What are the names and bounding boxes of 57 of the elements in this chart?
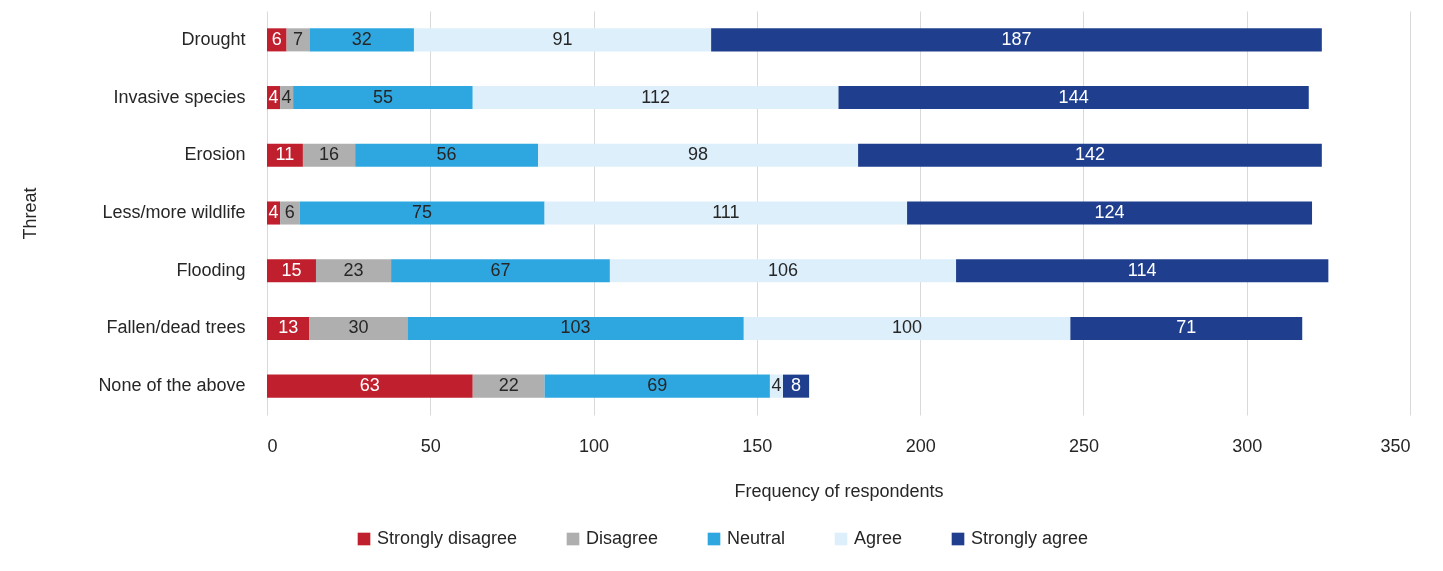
data-label: 7 [293,28,304,49]
data-label: 32 [351,28,372,49]
data-label: 100 [892,317,923,338]
legend-label: Disagree [586,528,659,548]
data-label: 22 [498,375,519,396]
data-label: 4 [268,202,279,222]
y-tick-label: Fallen/dead trees [106,317,246,338]
data-label: 4 [771,375,782,396]
data-label: 13 [278,317,299,338]
x-tick-label: 300 [1232,435,1263,456]
legend-label: Neutral [727,528,786,548]
x-tick-label: 0 [267,435,278,456]
data-label: 71 [1176,317,1197,338]
data-label: 91 [552,28,573,49]
y-tick-label: Less/more wildlife [102,202,246,222]
data-label: 30 [348,317,369,338]
data-label: 4 [281,86,292,107]
x-tick-label: 200 [905,435,936,456]
data-label: 69 [647,375,668,396]
data-label: 112 [641,86,670,107]
data-label: 98 [688,144,709,165]
y-tick-label: Erosion [184,144,246,165]
legend-label: Strongly disagree [377,528,518,548]
data-label: 114 [1127,259,1157,280]
data-label: 23 [343,259,364,280]
data-label: 187 [1001,28,1032,49]
y-tick-label: Drought [181,28,246,49]
data-label: 75 [412,202,433,222]
x-axis-title: Frequency of respondents [734,480,944,501]
data-label: 8 [791,375,802,396]
data-label: 144 [1058,86,1089,107]
x-tick-label: 150 [742,435,773,456]
data-label: 6 [271,28,282,49]
y-axis-title: Threat [20,187,41,240]
legend-label: Strongly agree [971,528,1089,548]
data-label: 15 [281,259,302,280]
legend-label: Agree [854,528,903,548]
x-tick-label: 100 [579,435,610,456]
data-label: 63 [359,375,380,396]
data-label: 67 [490,259,511,280]
data-label: 55 [372,86,393,107]
data-label: 106 [767,259,799,280]
data-label: 124 [1094,202,1125,222]
y-tick-label: Invasive species [113,86,246,107]
data-label: 6 [284,202,295,222]
data-label: 4 [268,86,279,107]
data-label: 111 [712,202,740,222]
x-tick-label: 350 [1380,435,1411,456]
y-tick-label: Flooding [176,259,246,280]
data-label: 142 [1074,144,1105,165]
data-label: 103 [560,317,591,338]
data-label: 56 [436,144,457,165]
data-label: 16 [319,144,340,165]
x-tick-label: 250 [1068,435,1099,456]
data-label: 11 [275,144,295,165]
x-tick-label: 50 [420,435,441,456]
y-tick-label: None of the above [98,375,246,396]
